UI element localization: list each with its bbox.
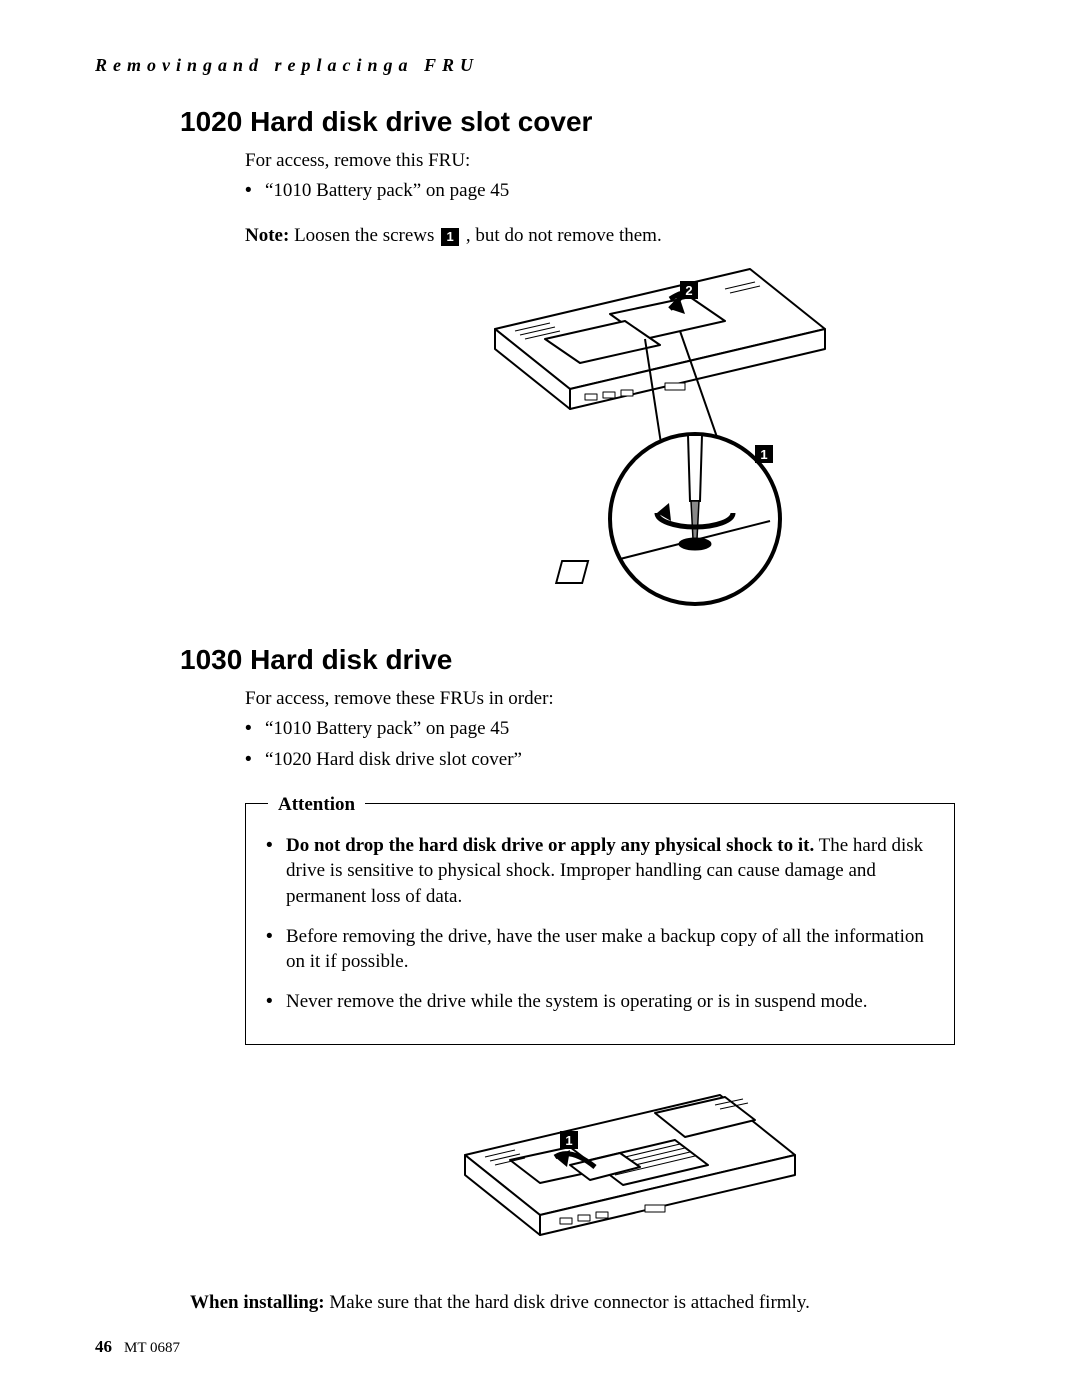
figure-1030: 1 (395, 1065, 815, 1265)
install-bold: When installing: (190, 1292, 325, 1313)
section-1030-intro: For access, remove these FRUs in order: (245, 686, 955, 712)
note-text-1: Loosen the screws (289, 225, 439, 246)
section-1030-heading: 1030 Hard disk drive (180, 644, 985, 676)
page-footer: 46 MT 0687 (95, 1337, 180, 1357)
install-text: Make sure that the hard disk drive conne… (325, 1292, 810, 1313)
fig1-callout-1: 1 (760, 447, 767, 462)
prereq-item: “1010 Battery pack” on page 45 (245, 716, 955, 742)
note-line: Note: Loosen the screws 1 , but do not r… (245, 223, 955, 249)
attention-item: Never remove the drive while the system … (266, 989, 934, 1015)
attention-rest: Never remove the drive while the system … (286, 991, 867, 1012)
section-1030-body: For access, remove these FRUs in order: … (245, 686, 955, 1045)
section-1030-prereq-list: “1010 Battery pack” on page 45 “1020 Har… (245, 716, 955, 773)
note-text-2: , but do not remove them. (461, 225, 662, 246)
page: Removingand replacinga FRU 1020 Hard dis… (0, 0, 1080, 1397)
callout-1-inline: 1 (441, 228, 459, 246)
attention-bold: Do not drop the hard disk drive or apply… (286, 835, 814, 856)
attention-item: Do not drop the hard disk drive or apply… (266, 833, 934, 910)
attention-label: Attention (268, 792, 365, 818)
attention-rest: Before removing the drive, have the user… (286, 926, 924, 973)
running-header: Removingand replacinga FRU (95, 55, 985, 76)
section-1020-prereq-list: “1010 Battery pack” on page 45 (245, 178, 955, 204)
section-1020-intro: For access, remove this FRU: (245, 148, 955, 174)
fig1-callout-2: 2 (685, 283, 692, 298)
doc-id: MT 0687 (124, 1340, 180, 1356)
figure-1020: 2 1 (425, 259, 845, 619)
attention-list: Do not drop the hard disk drive or apply… (266, 833, 934, 1015)
note-label: Note: (245, 225, 289, 246)
fig2-callout-1: 1 (565, 1133, 572, 1148)
section-1020-heading: 1020 Hard disk drive slot cover (180, 106, 985, 138)
prereq-item: “1020 Hard disk drive slot cover” (245, 747, 955, 773)
attention-box: Attention Do not drop the hard disk driv… (245, 803, 955, 1045)
page-number: 46 (95, 1337, 112, 1356)
section-1020-body: For access, remove this FRU: “1010 Batte… (245, 148, 955, 249)
install-note: When installing: Make sure that the hard… (190, 1290, 985, 1316)
prereq-item: “1010 Battery pack” on page 45 (245, 178, 955, 204)
attention-item: Before removing the drive, have the user… (266, 924, 934, 975)
